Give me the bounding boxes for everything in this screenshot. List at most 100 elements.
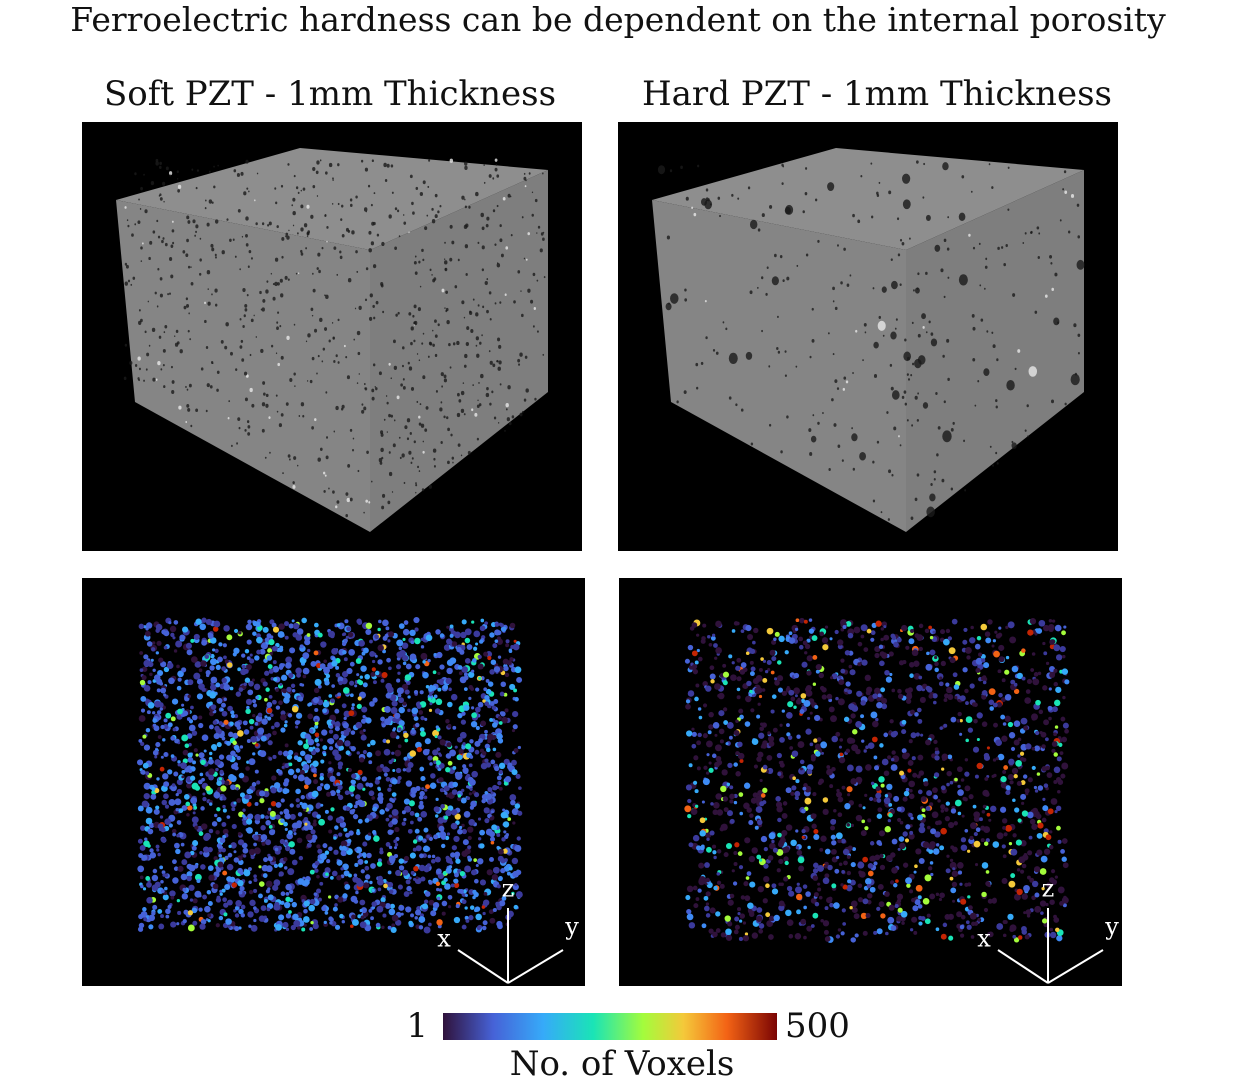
pore bbox=[134, 223, 137, 226]
pore-dot bbox=[778, 904, 785, 912]
pore-dot bbox=[370, 739, 376, 746]
pore bbox=[245, 216, 249, 221]
pore bbox=[276, 225, 279, 229]
pore-dot bbox=[1050, 798, 1058, 805]
pore-dot bbox=[246, 827, 253, 834]
pore-dot bbox=[897, 688, 902, 694]
pore-dot bbox=[760, 793, 766, 798]
pore-dot bbox=[223, 697, 227, 702]
pore-dot bbox=[1047, 808, 1054, 815]
pore-dot bbox=[248, 718, 255, 725]
pore-dot bbox=[737, 907, 742, 912]
pore-dot bbox=[1053, 644, 1061, 652]
pore-dot bbox=[193, 748, 198, 753]
pore bbox=[409, 432, 412, 435]
pore bbox=[412, 211, 415, 215]
pore-dot bbox=[798, 865, 805, 872]
pore-dot bbox=[475, 913, 482, 921]
pore bbox=[439, 407, 443, 412]
pore-dot bbox=[1043, 783, 1049, 788]
pore-dot bbox=[237, 839, 245, 846]
pore bbox=[303, 223, 308, 228]
pore bbox=[284, 275, 288, 280]
pore-dot bbox=[731, 661, 735, 665]
pore-dot bbox=[336, 859, 343, 866]
pore-dot bbox=[494, 639, 499, 643]
pore-dot bbox=[879, 660, 885, 667]
pore-dot bbox=[402, 654, 409, 662]
pore-dot bbox=[429, 693, 433, 697]
pore bbox=[137, 220, 141, 225]
pore bbox=[1077, 333, 1081, 338]
pore-dot bbox=[720, 932, 727, 938]
pore-dot bbox=[485, 679, 490, 683]
pore-dot bbox=[314, 868, 319, 873]
pore-dot bbox=[391, 808, 399, 816]
pore bbox=[361, 403, 364, 406]
pore bbox=[524, 185, 527, 188]
pore-dot bbox=[182, 749, 189, 756]
pore bbox=[246, 293, 249, 297]
pore-dot bbox=[840, 838, 846, 844]
pore-dot bbox=[242, 814, 246, 818]
pore-dot bbox=[964, 828, 969, 833]
pore bbox=[923, 162, 926, 166]
pore-dot bbox=[223, 912, 228, 917]
pore bbox=[499, 224, 502, 228]
pore-dot bbox=[267, 894, 274, 901]
pore-dot bbox=[506, 871, 511, 876]
pore-dot bbox=[983, 662, 990, 669]
pore bbox=[444, 260, 448, 265]
pore-dot bbox=[916, 684, 923, 692]
pore bbox=[244, 304, 248, 308]
pore-dot bbox=[897, 847, 901, 851]
pore-dot bbox=[429, 782, 437, 789]
pore-dot bbox=[921, 808, 926, 813]
pore-dot bbox=[1037, 671, 1042, 676]
pore-dot bbox=[238, 859, 244, 866]
pore-dot bbox=[699, 817, 706, 824]
pore-dot bbox=[202, 894, 207, 900]
pore-dot bbox=[148, 924, 154, 930]
pore-dot bbox=[815, 669, 820, 674]
pore-dot bbox=[248, 880, 252, 884]
pore-dot bbox=[485, 747, 491, 753]
pore-dot bbox=[424, 891, 431, 897]
pore bbox=[356, 330, 361, 336]
pore bbox=[341, 404, 345, 409]
pore-dot bbox=[489, 701, 495, 706]
pore-dot bbox=[245, 698, 253, 705]
pore bbox=[890, 386, 894, 391]
pore-dot bbox=[334, 894, 339, 900]
pore-dot bbox=[217, 656, 223, 663]
pore-dot bbox=[333, 849, 339, 855]
pore bbox=[256, 172, 259, 175]
pore-dot bbox=[483, 891, 488, 896]
pore-dot bbox=[439, 664, 445, 670]
pore bbox=[510, 195, 512, 198]
pore-dot bbox=[216, 807, 221, 812]
pore bbox=[665, 302, 672, 311]
pore-dot bbox=[998, 626, 1002, 630]
pore-dot bbox=[1031, 765, 1036, 770]
pore-dot bbox=[426, 748, 430, 753]
pore-dot bbox=[410, 913, 415, 918]
pore bbox=[368, 316, 373, 321]
pore bbox=[444, 241, 446, 244]
pore-dot bbox=[484, 743, 490, 749]
pore-dot bbox=[905, 824, 911, 830]
pore-dot bbox=[499, 900, 506, 907]
pore-dot bbox=[170, 921, 177, 928]
pore-dot bbox=[278, 665, 284, 670]
pore-dot bbox=[804, 797, 812, 805]
pore-dot bbox=[737, 851, 743, 856]
pore bbox=[421, 342, 424, 345]
pore-dot bbox=[785, 824, 793, 831]
pore bbox=[138, 198, 140, 201]
pore bbox=[761, 276, 764, 280]
pore bbox=[176, 170, 179, 174]
pore-dot bbox=[719, 883, 725, 889]
pore-dot bbox=[906, 883, 911, 888]
pore-dot bbox=[381, 723, 386, 728]
pore-dot bbox=[177, 760, 181, 764]
